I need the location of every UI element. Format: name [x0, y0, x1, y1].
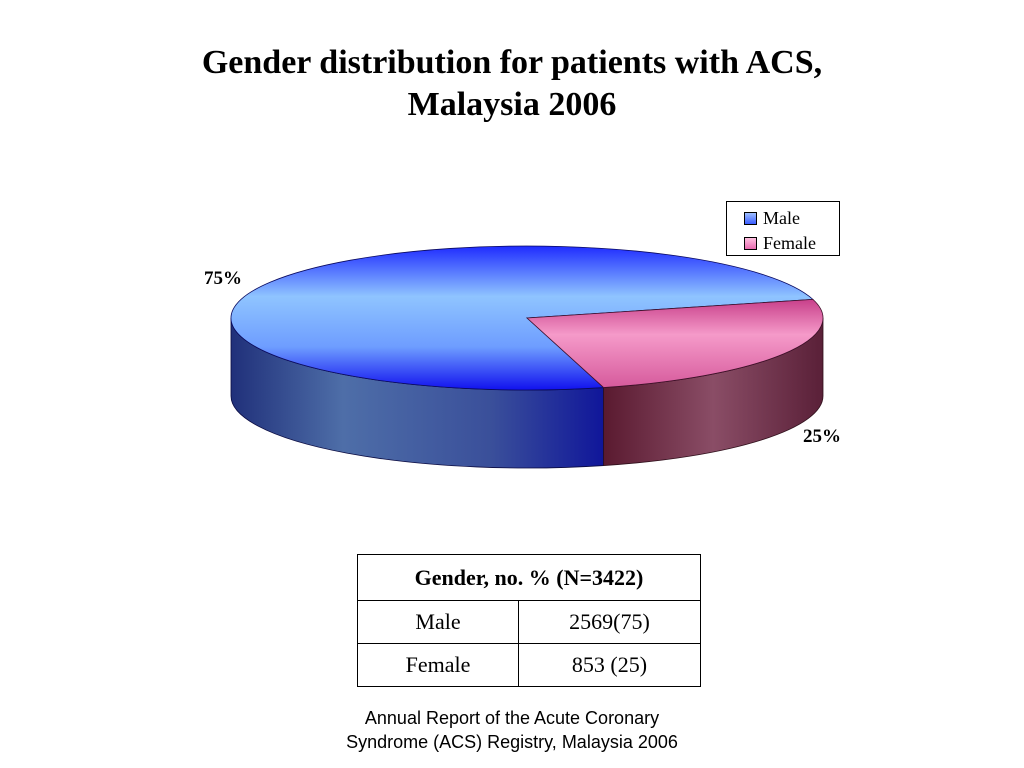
legend-item-male: Male	[744, 206, 839, 231]
source-note: Annual Report of the Acute Coronary Synd…	[0, 706, 1024, 754]
legend-label-male: Male	[763, 208, 800, 228]
table-cell-gender: Female	[357, 643, 519, 687]
table-row: Male 2569(75)	[357, 600, 701, 644]
pie-slice-male	[230, 245, 814, 391]
gender-table: Gender, no. % (N=3422) Male 2569(75) Fem…	[357, 554, 701, 687]
data-label-male: 75%	[204, 268, 242, 289]
source-note-line-2: Syndrome (ACS) Registry, Malaysia 2006	[346, 732, 678, 752]
source-note-line-1: Annual Report of the Acute Coronary	[364, 708, 660, 728]
table-cell-value: 853 (25)	[518, 643, 701, 687]
table-header-row: Gender, no. % (N=3422)	[357, 554, 701, 601]
chart-legend: Male Female	[726, 201, 840, 256]
chart-title-line-1: Gender distribution for patients with AC…	[201, 44, 823, 81]
legend-item-female: Female	[744, 231, 839, 256]
pie-slice-female	[526, 298, 824, 388]
chart-title-line-2: Malaysia 2006	[407, 86, 617, 123]
data-label-female: 25%	[803, 426, 841, 447]
table-row: Female 853 (25)	[357, 643, 701, 687]
table-cell-gender: Male	[357, 600, 519, 644]
legend-swatch-male	[744, 212, 757, 225]
legend-swatch-female	[744, 237, 757, 250]
chart-title: Gender distribution for patients with AC…	[0, 42, 1024, 126]
table-cell-value: 2569(75)	[518, 600, 701, 644]
legend-label-female: Female	[763, 233, 816, 253]
table-header: Gender, no. % (N=3422)	[357, 554, 701, 601]
